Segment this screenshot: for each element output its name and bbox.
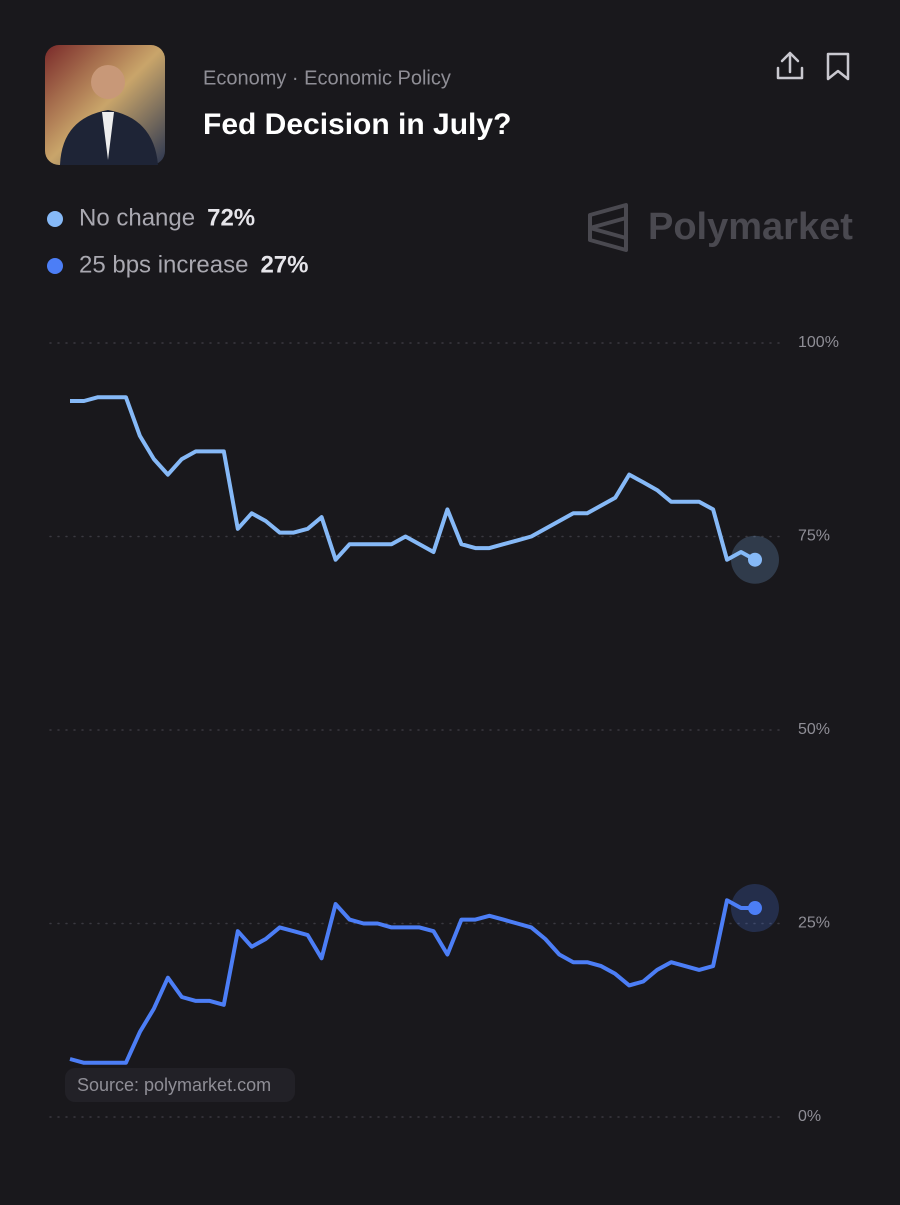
y-tick-label: 0%: [798, 1108, 821, 1125]
market-title: Fed Decision in July?: [203, 108, 511, 141]
end-dot: [748, 901, 762, 916]
y-tick-label: 100%: [798, 334, 839, 351]
source: Source: polymarket.com: [77, 1075, 271, 1095]
share-button[interactable]: [776, 51, 804, 80]
watermark-logo: [588, 203, 628, 252]
series-line: [70, 395, 756, 562]
y-tick-label: 50%: [798, 721, 830, 738]
y-tick-label: 25%: [798, 915, 830, 932]
legend-label: 25 bps increase: [79, 251, 248, 278]
legend-swatch: [47, 258, 63, 274]
legend-label: No change: [79, 204, 195, 231]
legend-value: 27%: [260, 251, 308, 278]
watermark: Polymarket: [648, 206, 853, 248]
breadcrumb: Economy · Economic Policy: [203, 67, 451, 89]
thumbnail: [45, 45, 165, 165]
source-badge: [65, 1068, 295, 1102]
y-tick-label: 75%: [798, 528, 830, 545]
legend-swatch: [47, 211, 63, 227]
legend-value: 72%: [207, 204, 255, 231]
series-line: [69, 898, 755, 1065]
bookmark-button[interactable]: [826, 52, 850, 81]
end-dot: [748, 552, 762, 567]
